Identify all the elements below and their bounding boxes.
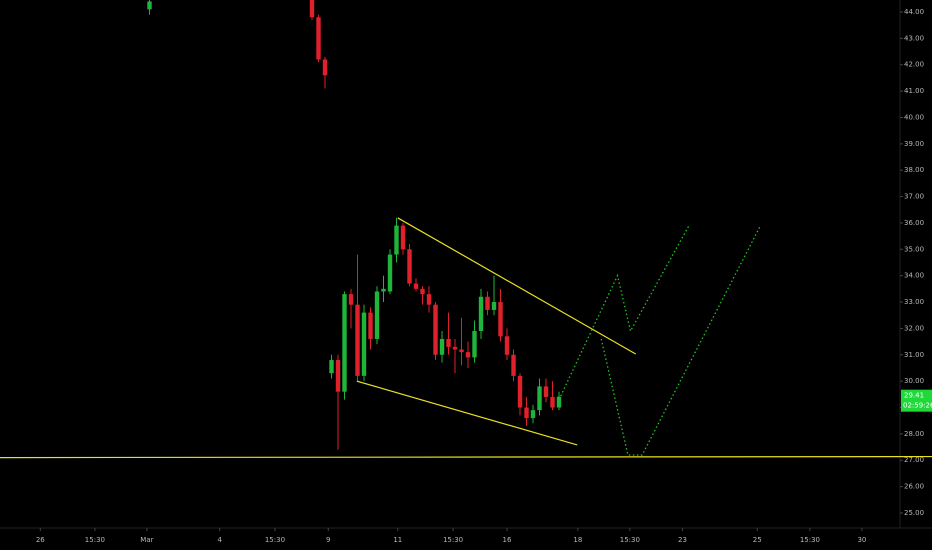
- candle-body: [335, 360, 341, 392]
- candle-body: [504, 336, 510, 355]
- last-price-box: [901, 389, 932, 412]
- candle-body: [348, 294, 354, 305]
- candle-body: [530, 410, 536, 419]
- candle-body: [400, 225, 406, 250]
- trend-drawing: [356, 380, 578, 446]
- y-tick-label: 28.00: [904, 430, 924, 438]
- candle-body: [316, 17, 321, 60]
- x-tick-label: 23: [678, 536, 687, 544]
- candle-body: [537, 386, 542, 411]
- x-tick-label: 16: [503, 536, 512, 544]
- candle-body: [498, 302, 503, 337]
- candle-body: [472, 331, 477, 358]
- x-tick-label: 15:30: [265, 536, 285, 544]
- y-tick-label: 32.00: [904, 324, 924, 332]
- y-tick-label: 43.00: [904, 34, 924, 42]
- candle-body: [322, 59, 328, 76]
- candle-body: [413, 283, 419, 289]
- candle-body: [368, 312, 373, 339]
- y-tick-label: 41.00: [904, 87, 924, 95]
- y-tick-label: 40.00: [904, 113, 924, 121]
- candle-body: [465, 352, 471, 358]
- candle-body: [342, 294, 347, 392]
- y-tick-label: 34.00: [904, 272, 924, 280]
- candle-body: [387, 254, 393, 292]
- candle-body: [381, 288, 386, 292]
- y-tick-label: 31.00: [904, 351, 924, 359]
- candle-body: [517, 375, 523, 408]
- candle-body: [478, 296, 484, 332]
- candle-body: [485, 296, 490, 310]
- x-tick-label: 25: [753, 536, 762, 544]
- candle-body: [426, 294, 432, 305]
- y-tick-label: 42.00: [904, 61, 924, 69]
- candle-body: [543, 386, 549, 397]
- x-tick-label: 15:30: [800, 536, 820, 544]
- candle-body: [329, 360, 334, 374]
- y-tick-label: 37.00: [904, 193, 924, 201]
- x-tick-label: 4: [217, 536, 222, 544]
- x-tick-label: 15:30: [443, 536, 463, 544]
- candle-body: [511, 354, 516, 376]
- x-tick-label: 26: [36, 536, 45, 544]
- candle-body: [394, 225, 399, 255]
- trend-drawing: [397, 217, 637, 355]
- y-tick-label: 25.00: [904, 509, 924, 517]
- candle-body: [147, 1, 152, 10]
- y-tick-label: 44.00: [904, 8, 924, 16]
- candle-body: [452, 346, 458, 350]
- x-tick-label: 15:30: [85, 536, 105, 544]
- y-tick-label: 27.00: [904, 456, 924, 464]
- candle-body: [556, 396, 562, 408]
- candle-body: [524, 407, 529, 419]
- x-tick-label: Mar: [140, 536, 153, 544]
- y-tick-label: 26.00: [904, 483, 924, 491]
- candle-body: [459, 349, 464, 353]
- x-tick-label: 11: [393, 536, 402, 544]
- countdown-label: 02:59:26: [903, 402, 932, 410]
- candle-body: [550, 396, 555, 408]
- candle-body: [361, 312, 367, 376]
- x-tick-label: 30: [857, 536, 866, 544]
- candle-body: [433, 304, 438, 355]
- trend-drawing: [558, 225, 690, 400]
- candle-body: [355, 304, 360, 376]
- x-tick-label: 9: [326, 536, 330, 544]
- candle-body: [446, 338, 451, 347]
- candle-body: [309, 0, 315, 18]
- candle-body: [439, 338, 445, 355]
- y-tick-label: 30.00: [904, 377, 924, 385]
- y-tick-label: 35.00: [904, 245, 924, 253]
- y-tick-label: 39.00: [904, 140, 924, 148]
- candle-body: [420, 288, 425, 295]
- y-tick-label: 38.00: [904, 166, 924, 174]
- y-tick-label: 36.00: [904, 219, 924, 227]
- x-tick-label: 18: [573, 536, 582, 544]
- candle-body: [407, 249, 412, 284]
- candle-body: [374, 291, 380, 339]
- y-tick-label: 33.00: [904, 298, 924, 306]
- x-tick-label: 15:30: [620, 536, 640, 544]
- candle-body: [491, 302, 497, 310]
- trend-drawing: [0, 455, 932, 459]
- last-price-label: 29.41: [904, 392, 924, 400]
